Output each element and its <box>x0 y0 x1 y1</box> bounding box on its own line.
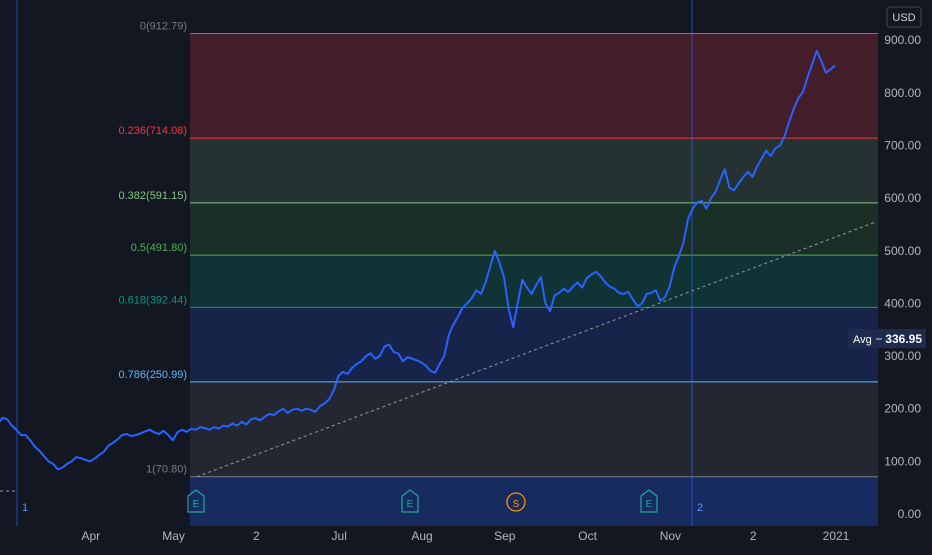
avg-badge-box <box>848 329 926 348</box>
marker-label-2: E <box>407 499 414 510</box>
fib-label-0: 0(912.79) <box>140 21 187 33</box>
vertical-line-label-1: 1 <box>22 502 28 514</box>
x-axis: Apr May 2 Jul Aug Sep Oct Nov 2 2021 <box>81 529 849 543</box>
x-tick-label: Jul <box>332 529 347 543</box>
y-tick-label: 800.00 <box>884 86 921 100</box>
fib-label-0.5: 0.5(491.80) <box>131 242 187 254</box>
fib-band-0.236 <box>190 138 878 203</box>
earnings-marker[interactable] <box>187 489 205 513</box>
x-tick-label: Sep <box>494 529 516 543</box>
marker-label-4: E <box>646 499 653 510</box>
x-tick-label: 2 <box>750 529 757 543</box>
x-tick-label: Aug <box>411 529 432 543</box>
fib-label-1: 1(70.80) <box>146 464 187 476</box>
fib-label-0.236: 0.236(714.08) <box>119 125 188 137</box>
fib-label-0.786: 0.786(250.99) <box>119 369 188 381</box>
fib-level-labels: 0(912.79) 0.236(714.08) 0.382(591.15) 0.5(4… <box>119 21 188 476</box>
fib-band-0.5 <box>190 255 878 308</box>
fib-bands <box>190 33 878 526</box>
earnings-marker[interactable] <box>401 489 419 513</box>
fib-label-0.382: 0.382(591.15) <box>119 190 188 202</box>
trend-line[interactable] <box>196 221 877 478</box>
x-tick-label: May <box>162 529 185 543</box>
marker-label-1: E <box>193 499 200 510</box>
y-tick-label: 900.00 <box>884 33 921 47</box>
currency-label: USD <box>892 12 915 24</box>
price-series <box>0 49 836 471</box>
y-tick-label: 400.00 <box>884 296 921 310</box>
fib-band-1 <box>190 476 878 526</box>
y-tick-label: 0.00 <box>898 507 922 521</box>
avg-value: 336.95 <box>885 332 922 346</box>
split-marker[interactable] <box>506 492 526 512</box>
y-tick-label: 100.00 <box>884 454 921 468</box>
fib-band-0.618 <box>190 307 878 382</box>
fib-band-0.786 <box>190 381 878 477</box>
y-tick-label: 700.00 <box>884 139 921 153</box>
avg-label: Avg <box>853 334 872 346</box>
y-tick-label: 600.00 <box>884 191 921 205</box>
x-tick-label: 2 <box>253 529 260 543</box>
fib-label-0.618: 0.618(392.44) <box>119 294 188 306</box>
axis-badges: USD Avg 336.95 <box>848 6 926 348</box>
price-line[interactable] <box>0 49 836 471</box>
y-tick-label: 200.00 <box>884 402 921 416</box>
vertical-line-label-2: 2 <box>697 502 703 514</box>
x-tick-label: Apr <box>81 529 100 543</box>
fib-band-0 <box>190 33 878 139</box>
fib-band-0.382 <box>190 202 878 256</box>
y-tick-label: 300.00 <box>884 349 921 363</box>
marker-label-3: S <box>513 499 520 510</box>
x-tick-label: Oct <box>578 529 597 543</box>
fib-level-lines <box>190 33 878 478</box>
y-tick-label: 500.00 <box>884 244 921 258</box>
x-tick-label: Nov <box>660 529 681 543</box>
currency-badge-box[interactable] <box>886 6 922 28</box>
earnings-marker[interactable] <box>640 489 658 513</box>
x-tick-label: 2021 <box>823 529 850 543</box>
y-axis: 0.00 100.00 200.00 300.00 400.00 500.00 600.00… <box>884 33 921 521</box>
trend-line-group <box>196 221 877 478</box>
